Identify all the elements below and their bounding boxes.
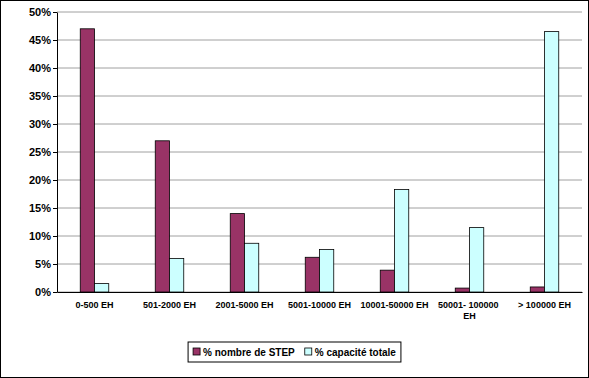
- tick: 35%: [29, 90, 57, 102]
- bar: [230, 214, 244, 292]
- tick-label: 25%: [29, 146, 51, 158]
- tick: 45%: [29, 34, 57, 46]
- bar: [320, 249, 334, 292]
- grid-line: [57, 180, 582, 181]
- bar: [155, 141, 169, 292]
- tick-label: 2001-5000 EH: [215, 300, 273, 310]
- bar: [245, 243, 259, 292]
- tick-label: 501-2000 EH: [143, 300, 196, 310]
- grid-line: [57, 152, 582, 153]
- tick-label: 10001-50000 EH: [360, 300, 428, 310]
- legend-label: % capacité totale: [315, 347, 397, 358]
- tick-label: 20%: [29, 174, 51, 186]
- tick-label: 0%: [35, 286, 51, 298]
- bar: [80, 29, 94, 292]
- tick-label: 50001- 100000 EH: [438, 300, 501, 321]
- tick: 0-500 EH: [75, 300, 113, 310]
- bar: [395, 190, 409, 292]
- grid-line: [57, 124, 582, 125]
- tick: 40%: [29, 62, 57, 74]
- bar: [530, 287, 544, 292]
- tick: 10%: [29, 230, 57, 242]
- tick-mark: [53, 208, 57, 209]
- tick-mark: [53, 264, 57, 265]
- tick-label: 15%: [29, 202, 51, 214]
- tick: 0%: [35, 286, 57, 298]
- grid-line: [57, 236, 582, 237]
- bar: [170, 258, 184, 292]
- bars: [80, 29, 559, 292]
- y-axis: 0% 5% 10% 15% 20% 25% 30% 35% 40% 45% 50%: [29, 6, 58, 298]
- legend-swatch: [305, 348, 312, 355]
- legend-label: % nombre de STEP: [203, 347, 295, 358]
- tick: 50001- 100000 EH: [438, 300, 501, 321]
- chart: 0% 5% 10% 15% 20% 25% 30% 35% 40% 45% 50% 0-500 EH 5…: [0, 0, 589, 378]
- tick: 5001-10000 EH: [288, 300, 351, 310]
- tick-mark: [53, 12, 57, 13]
- bar: [380, 270, 394, 292]
- legend-item: % nombre de STEP: [193, 347, 295, 358]
- tick-mark: [53, 68, 57, 69]
- tick-label: 50%: [29, 6, 51, 18]
- grid-line: [57, 40, 582, 41]
- tick-label: 10%: [29, 230, 51, 242]
- tick-mark: [53, 152, 57, 153]
- tick-label: 40%: [29, 62, 51, 74]
- grid-line: [57, 96, 582, 97]
- tick-mark: [53, 40, 57, 41]
- chart-frame: [1, 1, 589, 378]
- tick-label: 30%: [29, 118, 51, 130]
- bar: [470, 228, 484, 292]
- tick-mark: [53, 236, 57, 237]
- bar: [455, 288, 469, 292]
- axis-line: [57, 13, 58, 293]
- grid: [57, 12, 582, 292]
- tick-label: 0-500 EH: [75, 300, 113, 310]
- tick-mark: [53, 292, 57, 293]
- tick: 5%: [35, 258, 57, 270]
- tick-label: 5001-10000 EH: [288, 300, 351, 310]
- tick: 10001-50000 EH: [360, 300, 428, 310]
- bar: [305, 257, 319, 292]
- tick-label: 45%: [29, 34, 51, 46]
- tick: 50%: [29, 6, 57, 18]
- grid-line: [57, 208, 582, 209]
- tick: > 100000 EH: [518, 300, 571, 310]
- legend-swatch: [193, 348, 200, 355]
- legend-frame: [188, 342, 401, 362]
- bar: [95, 284, 109, 292]
- tick-label: > 100000 EH: [518, 300, 571, 310]
- grid-line: [57, 12, 582, 13]
- x-axis: 0-500 EH 501-2000 EH 2001-5000 EH 5001-1000…: [58, 293, 583, 322]
- tick: 20%: [29, 174, 57, 186]
- grid-line: [57, 68, 582, 69]
- tick: 501-2000 EH: [143, 300, 196, 310]
- tick-mark: [53, 96, 57, 97]
- tick-mark: [53, 124, 57, 125]
- tick: 15%: [29, 202, 57, 214]
- axis-line: [58, 292, 583, 293]
- tick: 30%: [29, 118, 57, 130]
- tick-label: 5%: [35, 258, 51, 270]
- tick-label: 35%: [29, 90, 51, 102]
- legend: % nombre de STEP % capacité totale: [188, 342, 401, 362]
- tick: 2001-5000 EH: [215, 300, 273, 310]
- legend-item: % capacité totale: [305, 347, 397, 358]
- tick: 25%: [29, 146, 57, 158]
- bar: [545, 32, 559, 292]
- tick-mark: [53, 180, 57, 181]
